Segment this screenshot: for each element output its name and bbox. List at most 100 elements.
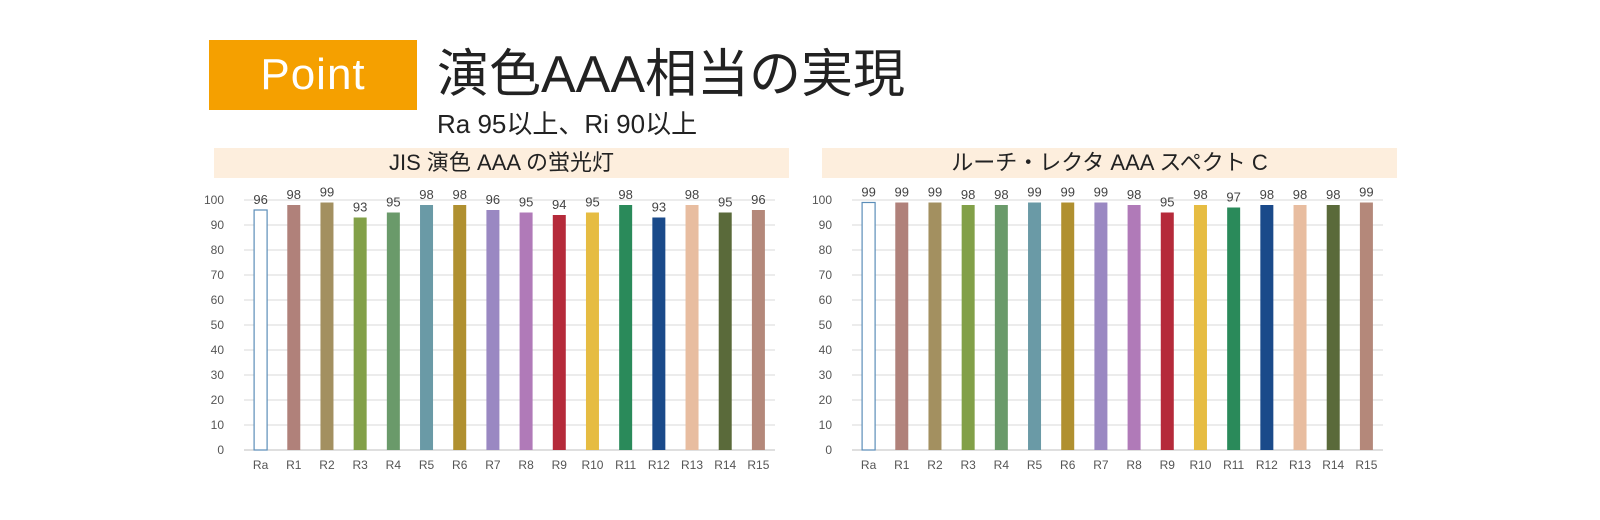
bar-r15 (1359, 202, 1373, 450)
data-label: 98 (452, 187, 466, 202)
y-tick-label: 70 (819, 268, 833, 282)
data-label: 99 (861, 185, 875, 200)
x-tick-label: R12 (648, 458, 670, 472)
bar-r9 (552, 215, 566, 450)
bar-r2 (320, 202, 334, 450)
x-tick-label: R4 (994, 458, 1010, 472)
data-label: 99 (895, 185, 909, 200)
y-tick-label: 40 (819, 343, 833, 357)
y-tick-label: 10 (819, 418, 833, 432)
data-label: 98 (994, 187, 1008, 202)
bar-r7 (1094, 202, 1108, 450)
data-label: 99 (1094, 185, 1108, 200)
y-tick-label: 80 (211, 243, 225, 257)
data-label: 99 (1060, 185, 1074, 200)
data-label: 93 (353, 200, 367, 215)
y-tick-label: 90 (211, 218, 225, 232)
y-tick-label: 0 (217, 443, 224, 457)
data-label: 96 (751, 192, 765, 207)
bar-r12 (652, 217, 666, 450)
data-label: 97 (1226, 190, 1240, 205)
x-tick-label: R15 (1355, 458, 1377, 472)
x-tick-label: R1 (286, 458, 302, 472)
bar-r13 (685, 205, 699, 450)
x-tick-label: R10 (1189, 458, 1211, 472)
bar-r11 (619, 205, 633, 450)
y-tick-label: 100 (812, 193, 832, 207)
page-subtitle: Ra 95以上、Ri 90以上 (437, 109, 698, 139)
bar-r1 (895, 202, 909, 450)
x-tick-label: R3 (960, 458, 976, 472)
data-label: 98 (618, 187, 632, 202)
bar-r5 (1028, 202, 1042, 450)
x-tick-label: R13 (681, 458, 703, 472)
bar-r7 (486, 210, 500, 450)
x-tick-label: R7 (485, 458, 501, 472)
bar-r9 (1160, 212, 1174, 450)
bar-r2 (928, 202, 942, 450)
bar-r12 (1260, 205, 1274, 450)
data-label: 98 (1293, 187, 1307, 202)
y-tick-label: 30 (819, 368, 833, 382)
x-tick-label: R11 (1223, 458, 1244, 472)
y-tick-label: 50 (819, 318, 833, 332)
x-tick-label: R1 (894, 458, 910, 472)
y-tick-label: 40 (211, 343, 225, 357)
x-tick-label: R6 (452, 458, 468, 472)
data-label: 95 (386, 195, 400, 210)
bar-r10 (585, 212, 599, 450)
x-tick-label: R13 (1289, 458, 1311, 472)
data-label: 95 (1160, 195, 1174, 210)
x-tick-label: R11 (615, 458, 636, 472)
bar-r1 (287, 205, 301, 450)
bar-r3 (353, 217, 367, 450)
x-tick-label: R2 (927, 458, 943, 472)
y-tick-label: 60 (211, 293, 225, 307)
x-tick-label: R15 (747, 458, 769, 472)
y-tick-label: 50 (211, 318, 225, 332)
x-tick-label: R9 (1160, 458, 1176, 472)
data-label: 94 (552, 197, 566, 212)
x-tick-label: R6 (1060, 458, 1076, 472)
data-label: 93 (652, 200, 666, 215)
data-label: 99 (320, 185, 334, 200)
data-label: 96 (253, 192, 267, 207)
data-label: 95 (585, 195, 599, 210)
bar-ra (861, 201, 876, 451)
bar-r11 (1227, 207, 1241, 450)
x-tick-label: R3 (352, 458, 368, 472)
bar-r10 (1193, 205, 1207, 450)
y-tick-label: 20 (819, 393, 833, 407)
data-label: 98 (685, 187, 699, 202)
chart-title: ルーチ・レクタ AAA スペクト C (822, 148, 1397, 178)
chart-luci-recta: ルーチ・レクタ AAA スペクト C 0 10 20 30 40 50 60 70 80 90 10… (808, 145, 1408, 490)
data-label: 98 (1127, 187, 1141, 202)
chart-plot: 0 10 20 30 40 50 60 70 80 90 100 99 Ra 99 R1 99 R2 98 R3 98… (812, 185, 1383, 472)
y-tick-label: 0 (825, 443, 832, 457)
data-label: 98 (1326, 187, 1340, 202)
bar-r6 (453, 205, 467, 450)
x-tick-label: R12 (1256, 458, 1278, 472)
x-tick-label: R5 (419, 458, 435, 472)
bar-r6 (1061, 202, 1075, 450)
bar-r4 (386, 212, 400, 450)
bar-r13 (1293, 205, 1307, 450)
chart-title: JIS 演色 AAA の蛍光灯 (214, 148, 789, 178)
bar-r5 (420, 205, 434, 450)
bar-r8 (1127, 205, 1141, 450)
data-label: 95 (519, 195, 533, 210)
x-tick-label: R8 (518, 458, 534, 472)
data-label: 99 (928, 185, 942, 200)
y-tick-label: 30 (211, 368, 225, 382)
x-tick-label: R14 (1322, 458, 1344, 472)
x-tick-label: R2 (319, 458, 335, 472)
y-tick-label: 80 (819, 243, 833, 257)
data-label: 99 (1027, 185, 1041, 200)
data-label: 98 (287, 187, 301, 202)
bar-ra (253, 209, 268, 451)
data-label: 95 (718, 195, 732, 210)
chart-jis-aaa: JIS 演色 AAA の蛍光灯 0 10 20 30 40 50 60 70 80 90 100 96… (200, 145, 800, 490)
x-tick-label: R10 (581, 458, 603, 472)
bar-r4 (994, 205, 1008, 450)
y-tick-label: 90 (819, 218, 833, 232)
